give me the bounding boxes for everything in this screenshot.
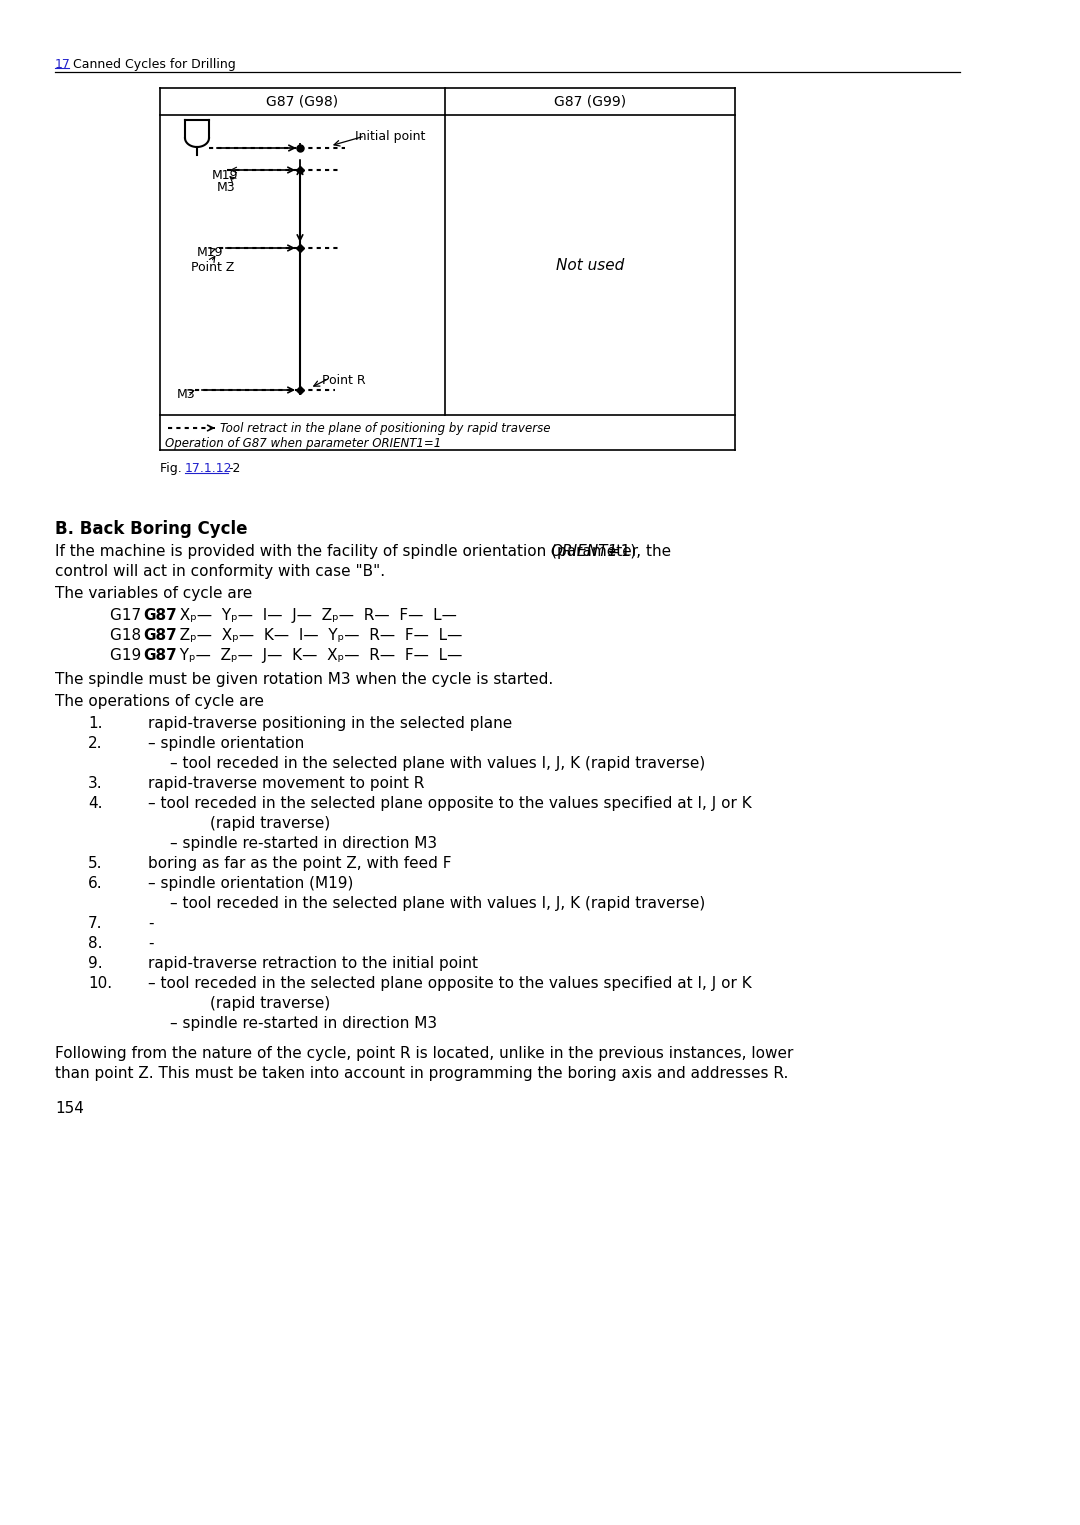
Text: 17.1.12: 17.1.12 [185,462,232,474]
Text: rapid-traverse movement to point R: rapid-traverse movement to point R [148,776,424,791]
Text: 154: 154 [55,1101,84,1116]
Text: – tool receded in the selected plane with values I, J, K (rapid traverse): – tool receded in the selected plane wit… [170,897,705,910]
Text: Canned Cycles for Drilling: Canned Cycles for Drilling [69,58,235,72]
Text: 5.: 5. [87,856,103,871]
Text: 17: 17 [55,58,71,72]
Text: 2.: 2. [87,737,103,750]
Text: – spindle re-started in direction M3: – spindle re-started in direction M3 [170,1016,437,1031]
Text: 7.: 7. [87,917,103,930]
Text: G87 (G98): G87 (G98) [267,95,338,108]
Text: -: - [148,917,153,930]
Text: 6.: 6. [87,875,103,891]
Text: Zₚ—  Xₚ—  K—  I—  Yₚ—  R—  F—  L—: Zₚ— Xₚ— K— I— Yₚ— R— F— L— [170,628,462,644]
Text: Point Z: Point Z [191,261,234,274]
Text: G87 (G99): G87 (G99) [554,95,626,108]
Text: – spindle orientation: – spindle orientation [148,737,305,750]
Text: boring as far as the point Z, with feed F: boring as far as the point Z, with feed … [148,856,451,871]
Text: 3.: 3. [87,776,103,791]
Text: rapid-traverse retraction to the initial point: rapid-traverse retraction to the initial… [148,956,478,971]
Text: The variables of cycle are: The variables of cycle are [55,586,253,601]
Text: – tool receded in the selected plane opposite to the values specified at I, J or: – tool receded in the selected plane opp… [148,796,752,811]
Text: – tool receded in the selected plane opposite to the values specified at I, J or: – tool receded in the selected plane opp… [148,976,752,991]
Text: =1), the: =1), the [608,544,671,560]
Text: Point R: Point R [322,374,366,387]
Text: – tool receded in the selected plane with values I, J, K (rapid traverse): – tool receded in the selected plane wit… [170,756,705,772]
Text: 9.: 9. [87,956,103,971]
Text: B. Back Boring Cycle: B. Back Boring Cycle [55,520,247,538]
Text: Xₚ—  Yₚ—  I—  J—  Zₚ—  R—  F—  L—: Xₚ— Yₚ— I— J— Zₚ— R— F— L— [170,608,457,624]
Text: The operations of cycle are: The operations of cycle are [55,694,264,709]
Text: – spindle orientation (M19): – spindle orientation (M19) [148,875,353,891]
Text: Operation of G87 when parameter ORIENT1=1: Operation of G87 when parameter ORIENT1=… [165,438,442,450]
Text: – spindle re-started in direction M3: – spindle re-started in direction M3 [170,836,437,851]
Text: than point Z. This must be taken into account in programming the boring axis and: than point Z. This must be taken into ac… [55,1066,788,1081]
Text: G87: G87 [143,608,177,624]
Text: Following from the nature of the cycle, point R is located, unlike in the previo: Following from the nature of the cycle, … [55,1046,794,1061]
Text: control will act in conformity with case "B".: control will act in conformity with case… [55,564,386,580]
Text: G87: G87 [143,628,177,644]
Text: (rapid traverse): (rapid traverse) [210,996,330,1011]
Text: 4.: 4. [87,796,103,811]
Text: Tool retract in the plane of positioning by rapid traverse: Tool retract in the plane of positioning… [220,422,551,435]
Text: (rapid traverse): (rapid traverse) [210,816,330,831]
Text: M19: M19 [197,246,224,259]
Text: rapid-traverse positioning in the selected plane: rapid-traverse positioning in the select… [148,717,512,730]
Text: 8.: 8. [87,936,103,952]
Text: The spindle must be given rotation M3 when the cycle is started.: The spindle must be given rotation M3 wh… [55,673,553,686]
Text: ORIENT1: ORIENT1 [550,544,618,560]
Text: M19: M19 [212,169,239,181]
Text: G18: G18 [110,628,146,644]
Text: G19: G19 [110,648,146,663]
Text: Not used: Not used [556,258,624,273]
Text: 1.: 1. [87,717,103,730]
Text: Fig.: Fig. [160,462,186,474]
Text: -2: -2 [228,462,241,474]
Text: Initial point: Initial point [355,130,426,143]
Text: G87: G87 [143,648,177,663]
Text: G17: G17 [110,608,146,624]
Text: If the machine is provided with the facility of spindle orientation (parameter: If the machine is provided with the faci… [55,544,643,560]
Text: -: - [148,936,153,952]
Text: M3: M3 [177,387,195,401]
Text: 10.: 10. [87,976,112,991]
Text: Yₚ—  Zₚ—  J—  K—  Xₚ—  R—  F—  L—: Yₚ— Zₚ— J— K— Xₚ— R— F— L— [170,648,462,663]
Text: M3: M3 [217,181,235,194]
